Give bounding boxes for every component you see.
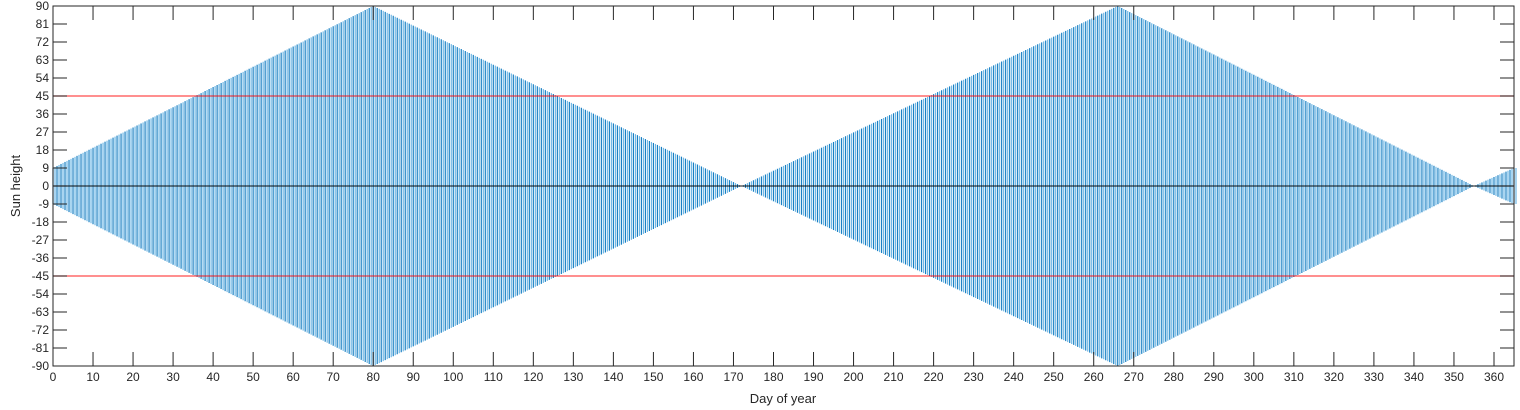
x-tick-label: 150 — [643, 370, 663, 384]
x-tick-label: 330 — [1364, 370, 1384, 384]
y-tick-label: 72 — [36, 35, 50, 49]
x-tick-label: 90 — [407, 370, 421, 384]
x-tick-label: 70 — [327, 370, 341, 384]
y-tick-label: 9 — [42, 161, 49, 175]
x-tick-label: 60 — [286, 370, 300, 384]
y-tick-label: 63 — [36, 53, 50, 67]
x-tick-label: 80 — [367, 370, 381, 384]
x-tick-label: 120 — [523, 370, 543, 384]
y-tick-label: 81 — [36, 17, 50, 31]
reference-lines — [53, 95, 1514, 277]
y-tick-label: -18 — [32, 215, 50, 229]
x-tick-label: 320 — [1324, 370, 1344, 384]
x-tick-label: 40 — [206, 370, 220, 384]
x-tick-label: 190 — [804, 370, 824, 384]
y-tick-label: 36 — [36, 107, 50, 121]
x-tick-label: 340 — [1404, 370, 1424, 384]
x-tick-label: 270 — [1124, 370, 1144, 384]
y-tick-label: 27 — [36, 125, 50, 139]
y-tick-label: -54 — [32, 287, 50, 301]
x-tick-label: 240 — [1004, 370, 1024, 384]
x-tick-label: 230 — [964, 370, 984, 384]
y-tick-label: -45 — [32, 269, 50, 283]
x-tick-label: 20 — [126, 370, 140, 384]
x-tick-label: 290 — [1204, 370, 1224, 384]
y-tick-label: -9 — [38, 197, 49, 211]
y-tick-label: -72 — [32, 323, 50, 337]
x-tick-label: 200 — [844, 370, 864, 384]
y-axis-label: Sun height — [8, 155, 23, 218]
x-tick-label: 260 — [1084, 370, 1104, 384]
x-tick-label: 0 — [50, 370, 57, 384]
x-tick-label: 360 — [1484, 370, 1504, 384]
x-tick-label: 210 — [884, 370, 904, 384]
x-tick-label: 350 — [1444, 370, 1464, 384]
x-tick-label: 220 — [924, 370, 944, 384]
x-tick-label: 170 — [723, 370, 743, 384]
y-axis-ticks: 90817263544536271890-9-18-27-36-45-54-63… — [32, 0, 1514, 373]
x-tick-label: 10 — [86, 370, 100, 384]
x-tick-label: 50 — [246, 370, 260, 384]
y-tick-label: -27 — [32, 233, 50, 247]
x-tick-label: 100 — [443, 370, 463, 384]
y-tick-label: 18 — [36, 143, 50, 157]
x-tick-label: 30 — [166, 370, 180, 384]
x-tick-label: 300 — [1244, 370, 1264, 384]
x-axis-label: Day of year — [750, 391, 817, 406]
y-tick-label: 90 — [36, 0, 50, 13]
x-tick-label: 250 — [1044, 370, 1064, 384]
x-tick-label: 160 — [683, 370, 703, 384]
x-tick-label: 130 — [563, 370, 583, 384]
y-tick-label: -63 — [32, 305, 50, 319]
x-tick-label: 110 — [484, 370, 503, 384]
x-tick-label: 140 — [603, 370, 623, 384]
y-tick-label: 0 — [42, 179, 49, 193]
x-tick-label: 180 — [763, 370, 783, 384]
y-tick-label: -90 — [32, 359, 50, 373]
y-tick-label: -36 — [32, 251, 50, 265]
x-tick-label: 310 — [1284, 370, 1304, 384]
y-tick-label: 45 — [36, 89, 50, 103]
y-tick-label: -81 — [32, 341, 50, 355]
y-tick-label: 54 — [36, 71, 50, 85]
x-tick-label: 280 — [1164, 370, 1184, 384]
x-axis-ticks: 0 10 20 30 40 50 60 70 80 90 100 110 120 130 140 150 160… — [50, 6, 1504, 384]
